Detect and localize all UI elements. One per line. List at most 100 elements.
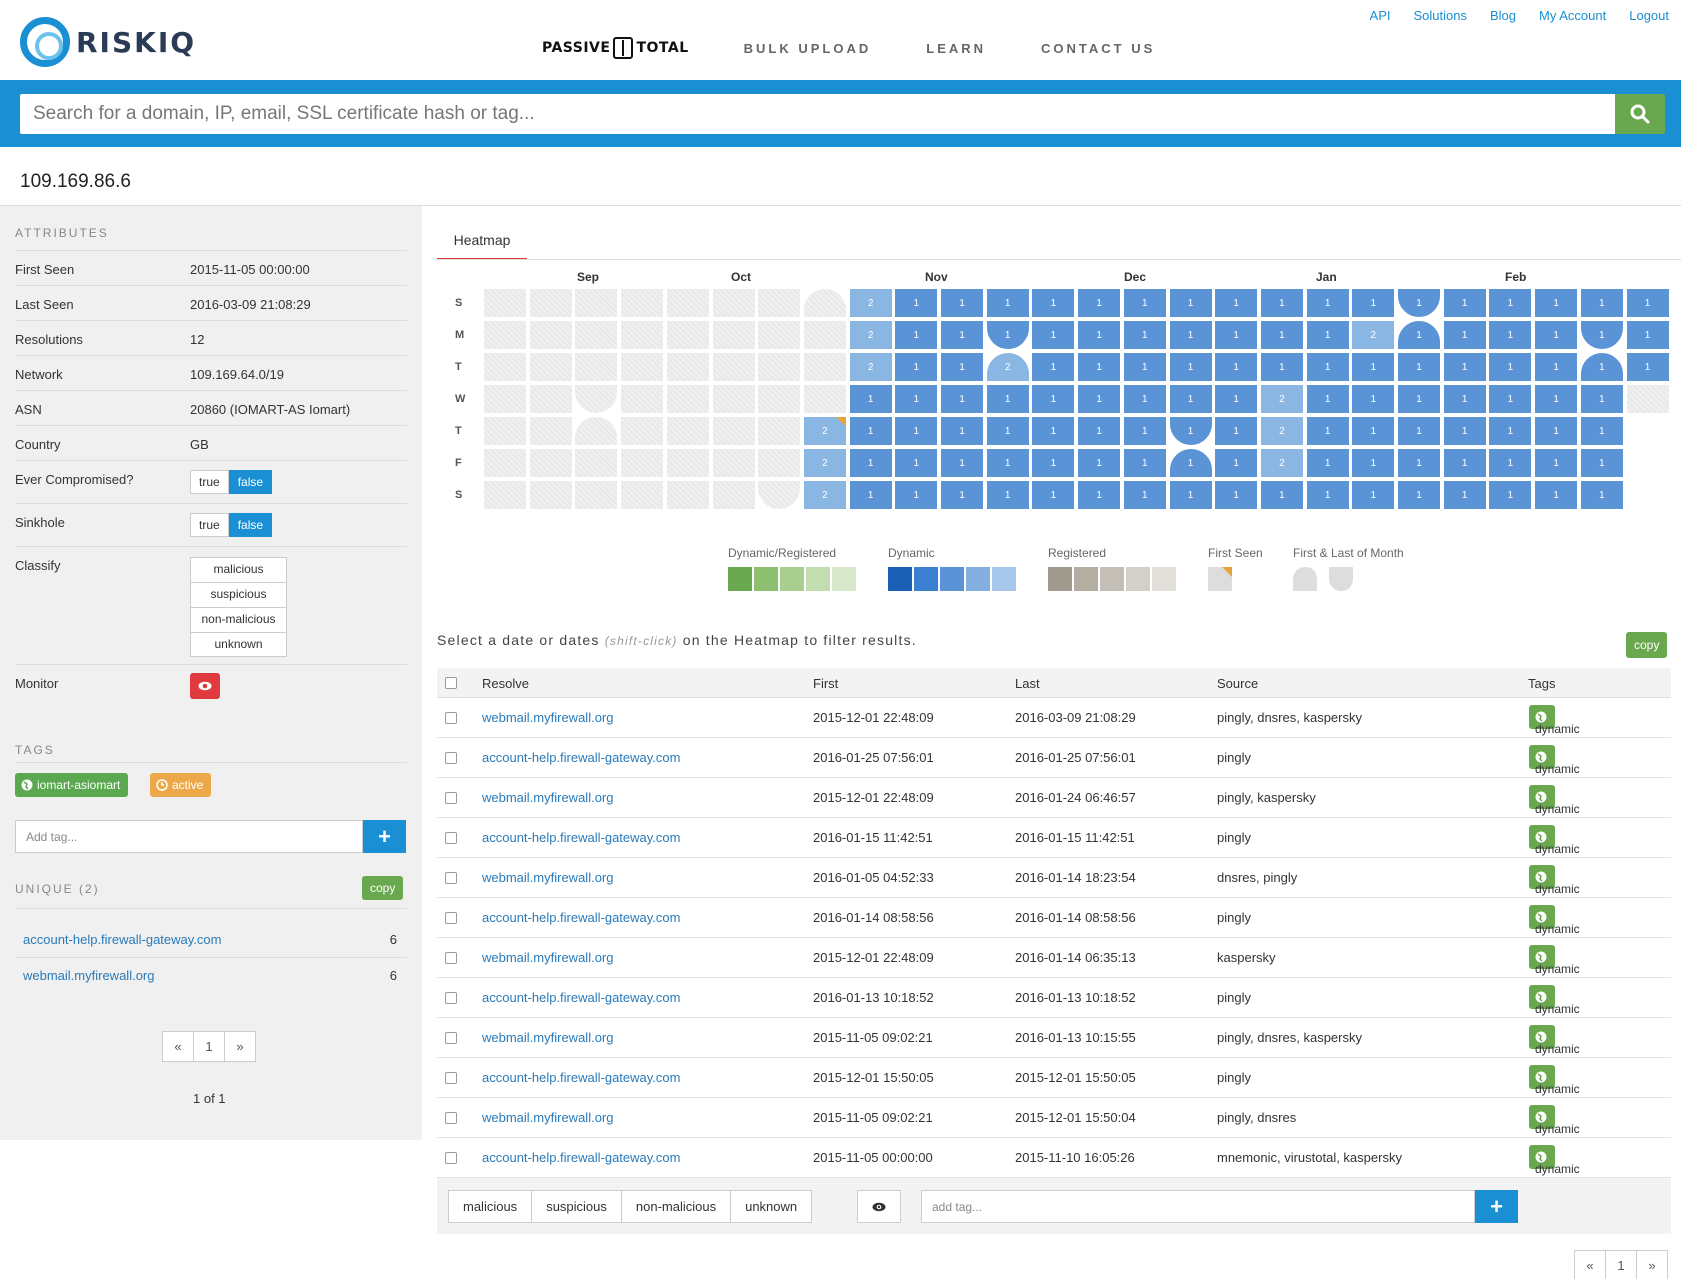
heatmap-day-cell[interactable]: 2 [1259, 448, 1304, 478]
heatmap-day-cell[interactable] [757, 416, 802, 446]
heatmap-day-cell[interactable] [665, 416, 710, 446]
heatmap-day-cell[interactable]: 1 [1214, 480, 1259, 510]
bulk-classify-unknown[interactable]: unknown [730, 1190, 813, 1223]
row-checkbox[interactable] [445, 1152, 457, 1164]
monitor-button[interactable] [190, 673, 220, 699]
heatmap-day-cell[interactable]: 1 [1351, 288, 1396, 318]
heatmap-day-cell[interactable] [620, 448, 665, 478]
heatmap-day-cell[interactable]: 1 [1077, 320, 1122, 350]
heatmap-day-cell[interactable]: 1 [1305, 480, 1350, 510]
heatmap-day-cell[interactable]: 1 [1077, 352, 1122, 382]
heatmap-day-cell[interactable]: 1 [1168, 352, 1213, 382]
heatmap-day-cell[interactable]: 1 [1488, 288, 1533, 318]
heatmap-day-cell[interactable] [802, 352, 847, 382]
heatmap-day-cell[interactable]: 1 [1031, 416, 1076, 446]
heatmap-day-cell[interactable]: 2 [848, 352, 893, 382]
heatmap-day-cell[interactable]: 1 [1305, 384, 1350, 414]
heatmap-day-cell[interactable]: 1 [1031, 288, 1076, 318]
heatmap-day-cell[interactable]: 1 [1122, 320, 1167, 350]
select-all-checkbox[interactable] [445, 677, 457, 689]
row-checkbox[interactable] [445, 792, 457, 804]
link-blog[interactable]: Blog [1490, 8, 1517, 23]
heatmap-day-cell[interactable]: 1 [1534, 288, 1579, 318]
heatmap-day-cell[interactable] [757, 384, 802, 414]
heatmap-day-cell[interactable] [483, 352, 527, 382]
heatmap-day-cell[interactable]: 1 [1397, 352, 1441, 382]
heatmap-day-cell[interactable]: 2 [1259, 416, 1304, 446]
heatmap-day-cell[interactable]: 1 [1397, 480, 1441, 510]
heatmap-day-cell[interactable]: 1 [1534, 320, 1579, 350]
heatmap-day-cell[interactable]: 1 [1031, 448, 1076, 478]
heatmap-day-cell[interactable]: 1 [1122, 448, 1167, 478]
bulk-classify-non-malicious[interactable]: non-malicious [620, 1190, 732, 1223]
heatmap-day-cell[interactable]: 1 [1442, 352, 1487, 382]
passivetotal-logo[interactable]: PASSIVE TOTAL [542, 37, 689, 59]
heatmap-day-cell[interactable]: 1 [1031, 320, 1076, 350]
heatmap-day-cell[interactable]: 1 [985, 416, 1030, 446]
resolve-link[interactable]: webmail.myfirewall.org [482, 1110, 614, 1125]
heatmap-day-cell[interactable]: 1 [1397, 384, 1441, 414]
resolve-link[interactable]: account-help.firewall-gateway.com [482, 1150, 681, 1165]
tag-active[interactable]: active [150, 773, 212, 797]
search-button[interactable] [1615, 94, 1665, 134]
unique-domain-link[interactable]: webmail.myfirewall.org [23, 968, 155, 983]
dynamic-tag[interactable]: dynamic [1529, 785, 1580, 816]
heatmap-day-cell[interactable] [574, 352, 619, 382]
heatmap-day-cell[interactable]: 1 [1077, 480, 1122, 510]
dynamic-tag[interactable]: dynamic [1529, 1145, 1580, 1176]
dynamic-tag[interactable]: dynamic [1529, 905, 1580, 936]
heatmap-day-cell[interactable]: 1 [1122, 384, 1167, 414]
search-input[interactable] [20, 94, 1616, 134]
bulk-classify-malicious[interactable]: malicious [448, 1190, 533, 1223]
heatmap-day-cell[interactable]: 1 [1442, 416, 1487, 446]
heatmap-day-cell[interactable]: 1 [1442, 480, 1487, 510]
row-checkbox[interactable] [445, 1032, 457, 1044]
heatmap-day-cell[interactable] [665, 384, 710, 414]
nav-contact-us[interactable]: CONTACT US [1041, 40, 1156, 56]
heatmap-day-cell[interactable]: 1 [1579, 384, 1624, 414]
heatmap-day-cell[interactable]: 1 [894, 288, 939, 318]
heatmap-day-cell[interactable] [620, 288, 665, 318]
pager-prev[interactable]: « [162, 1031, 194, 1062]
pager-page[interactable]: 1 [193, 1031, 225, 1062]
heatmap-day-cell[interactable]: 1 [1305, 288, 1350, 318]
heatmap-day-cell[interactable]: 1 [1351, 480, 1396, 510]
resolve-link[interactable]: account-help.firewall-gateway.com [482, 750, 681, 765]
heatmap-day-cell[interactable]: 1 [1534, 416, 1579, 446]
heatmap-day-cell[interactable] [757, 320, 802, 350]
heatmap-day-cell[interactable]: 1 [1214, 416, 1259, 446]
heatmap-day-cell[interactable]: 1 [985, 480, 1030, 510]
heatmap-day-cell[interactable]: 1 [1397, 416, 1441, 446]
heatmap-day-cell[interactable] [620, 416, 665, 446]
heatmap-day-cell[interactable]: 1 [848, 448, 893, 478]
heatmap-day-cell[interactable]: 1 [1259, 480, 1304, 510]
resolve-link[interactable]: webmail.myfirewall.org [482, 710, 614, 725]
row-checkbox[interactable] [445, 992, 457, 1004]
heatmap-day-cell[interactable]: 1 [985, 448, 1030, 478]
heatmap-day-cell[interactable] [711, 352, 756, 382]
heatmap-day-cell[interactable] [757, 480, 802, 510]
resolve-link[interactable]: account-help.firewall-gateway.com [482, 910, 681, 925]
heatmap-day-cell[interactable] [528, 480, 573, 510]
row-checkbox[interactable] [445, 1072, 457, 1084]
heatmap-day-cell[interactable]: 1 [1305, 416, 1350, 446]
heatmap-day-cell[interactable] [620, 384, 665, 414]
heatmap-day-cell[interactable]: 1 [940, 416, 984, 446]
heatmap-day-cell[interactable]: 1 [985, 288, 1030, 318]
heatmap-day-cell[interactable]: 1 [1031, 480, 1076, 510]
heatmap-day-cell[interactable]: 1 [1077, 384, 1122, 414]
classify-suspicious[interactable]: suspicious [190, 582, 287, 607]
heatmap-day-cell[interactable]: 1 [985, 320, 1030, 350]
dynamic-tag[interactable]: dynamic [1529, 945, 1580, 976]
heatmap-day-cell[interactable] [574, 320, 619, 350]
heatmap-day-cell[interactable]: 1 [940, 384, 984, 414]
heatmap-day-cell[interactable]: 1 [1625, 352, 1670, 382]
heatmap-day-cell[interactable]: 1 [1625, 320, 1670, 350]
heatmap-day-cell[interactable]: 1 [1122, 480, 1167, 510]
pager-page[interactable]: 1 [1605, 1250, 1637, 1279]
heatmap-day-cell[interactable]: 1 [1488, 416, 1533, 446]
heatmap-day-cell[interactable]: 1 [1397, 448, 1441, 478]
heatmap-day-cell[interactable] [620, 320, 665, 350]
heatmap-day-cell[interactable]: 1 [1168, 320, 1213, 350]
heatmap-day-cell[interactable]: 1 [1534, 448, 1579, 478]
